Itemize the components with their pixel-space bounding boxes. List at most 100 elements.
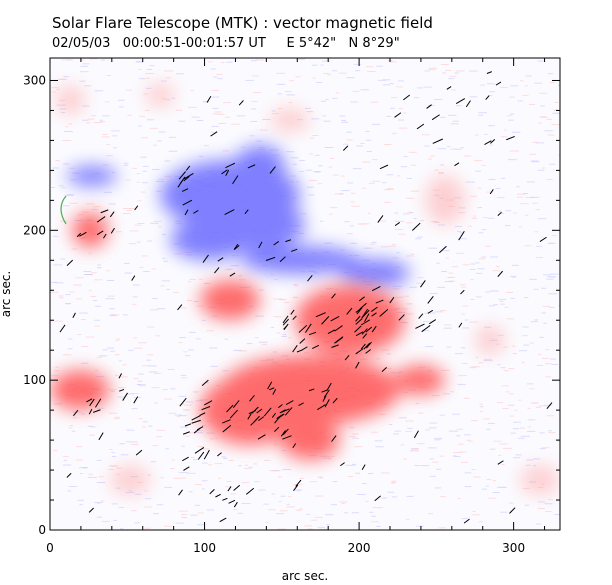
noise-speck: [484, 245, 491, 247]
noise-speck: [224, 116, 231, 118]
noise-speck: [519, 203, 529, 205]
field-vector: [365, 349, 372, 354]
noise-speck: [536, 364, 543, 366]
noise-speck: [485, 485, 489, 487]
field-vector: [361, 328, 368, 335]
noise-speck: [439, 414, 445, 416]
noise-speck: [93, 121, 103, 123]
noise-speck: [495, 266, 500, 268]
noise-speck: [175, 522, 184, 524]
noise-speck: [525, 214, 529, 216]
noise-speck: [558, 304, 560, 306]
noise-speck: [155, 335, 161, 337]
noise-speck: [51, 281, 57, 283]
noise-speck: [222, 370, 229, 372]
noise-speck: [65, 294, 71, 296]
noise-speck: [254, 481, 260, 483]
noise-speck: [394, 229, 404, 231]
noise-speck: [271, 110, 276, 112]
noise-speck: [525, 464, 531, 466]
noise-speck: [478, 232, 484, 234]
field-vector: [312, 344, 320, 349]
noise-speck: [304, 107, 311, 109]
field-vector: [298, 402, 304, 406]
noise-speck: [150, 222, 159, 224]
noise-speck: [532, 141, 538, 143]
noise-speck: [236, 115, 246, 117]
field-vector: [394, 112, 402, 118]
field-vector: [238, 100, 244, 106]
noise-speck: [55, 282, 64, 284]
field-vector: [103, 233, 107, 239]
field-vector: [203, 449, 210, 460]
noise-speck: [393, 285, 403, 287]
noise-speck: [521, 335, 529, 337]
noise-speck: [278, 501, 282, 503]
noise-speck: [96, 407, 105, 409]
noise-speck: [446, 346, 452, 348]
noise-speck: [519, 427, 525, 429]
field-vector: [217, 452, 222, 457]
noise-speck: [286, 503, 290, 505]
field-vector: [119, 388, 125, 392]
noise-speck: [67, 194, 75, 196]
noise-speck: [369, 511, 374, 513]
noise-speck: [474, 159, 483, 161]
noise-speck: [111, 451, 115, 453]
noise-speck: [52, 91, 56, 93]
noise-speck: [88, 473, 93, 475]
noise-speck: [132, 296, 138, 298]
noise-speck: [168, 150, 178, 152]
noise-speck: [351, 463, 357, 465]
noise-speck: [101, 59, 106, 61]
noise-speck: [67, 490, 71, 492]
noise-speck: [461, 347, 466, 349]
noise-speck: [312, 171, 322, 173]
field-vector: [356, 307, 363, 315]
noise-speck: [167, 368, 175, 370]
field-vector: [359, 302, 367, 310]
noise-speck: [434, 487, 442, 489]
field-vector: [355, 348, 364, 355]
noise-speck: [533, 288, 539, 290]
noise-speck: [442, 72, 447, 74]
noise-speck: [464, 319, 469, 321]
field-vector: [340, 462, 345, 467]
noise-speck: [209, 347, 218, 349]
noise-speck: [453, 452, 462, 454]
noise-speck: [183, 404, 193, 406]
noise-speck: [299, 477, 304, 479]
field-vector: [346, 307, 353, 315]
noise-speck: [488, 179, 496, 181]
noise-speck: [139, 78, 145, 80]
noise-speck: [523, 297, 529, 299]
noise-speck: [371, 431, 378, 433]
noise-speck: [77, 499, 85, 501]
noise-speck: [306, 513, 311, 515]
noise-speck: [352, 90, 360, 92]
field-vector: [96, 216, 106, 223]
noise-speck: [525, 196, 535, 198]
noise-speck: [117, 396, 126, 398]
noise-speck: [201, 488, 205, 490]
noise-speck: [218, 122, 226, 124]
field-vector: [228, 499, 236, 504]
noise-speck: [398, 127, 408, 129]
field-vector: [355, 308, 361, 313]
noise-speck: [110, 314, 115, 316]
noise-speck: [530, 321, 538, 323]
field-vector: [201, 406, 211, 411]
noise-speck: [389, 83, 394, 85]
noise-speck: [360, 89, 369, 91]
noise-speck: [273, 316, 282, 318]
field-vector: [253, 415, 260, 423]
noise-speck: [404, 420, 414, 422]
noise-speck: [100, 121, 106, 123]
noise-speck: [449, 75, 457, 77]
noise-speck: [341, 502, 345, 504]
noise-speck: [63, 456, 69, 458]
noise-speck: [185, 401, 194, 403]
noise-speck: [206, 509, 215, 511]
noise-speck: [93, 206, 101, 208]
noise-speck: [542, 274, 551, 276]
